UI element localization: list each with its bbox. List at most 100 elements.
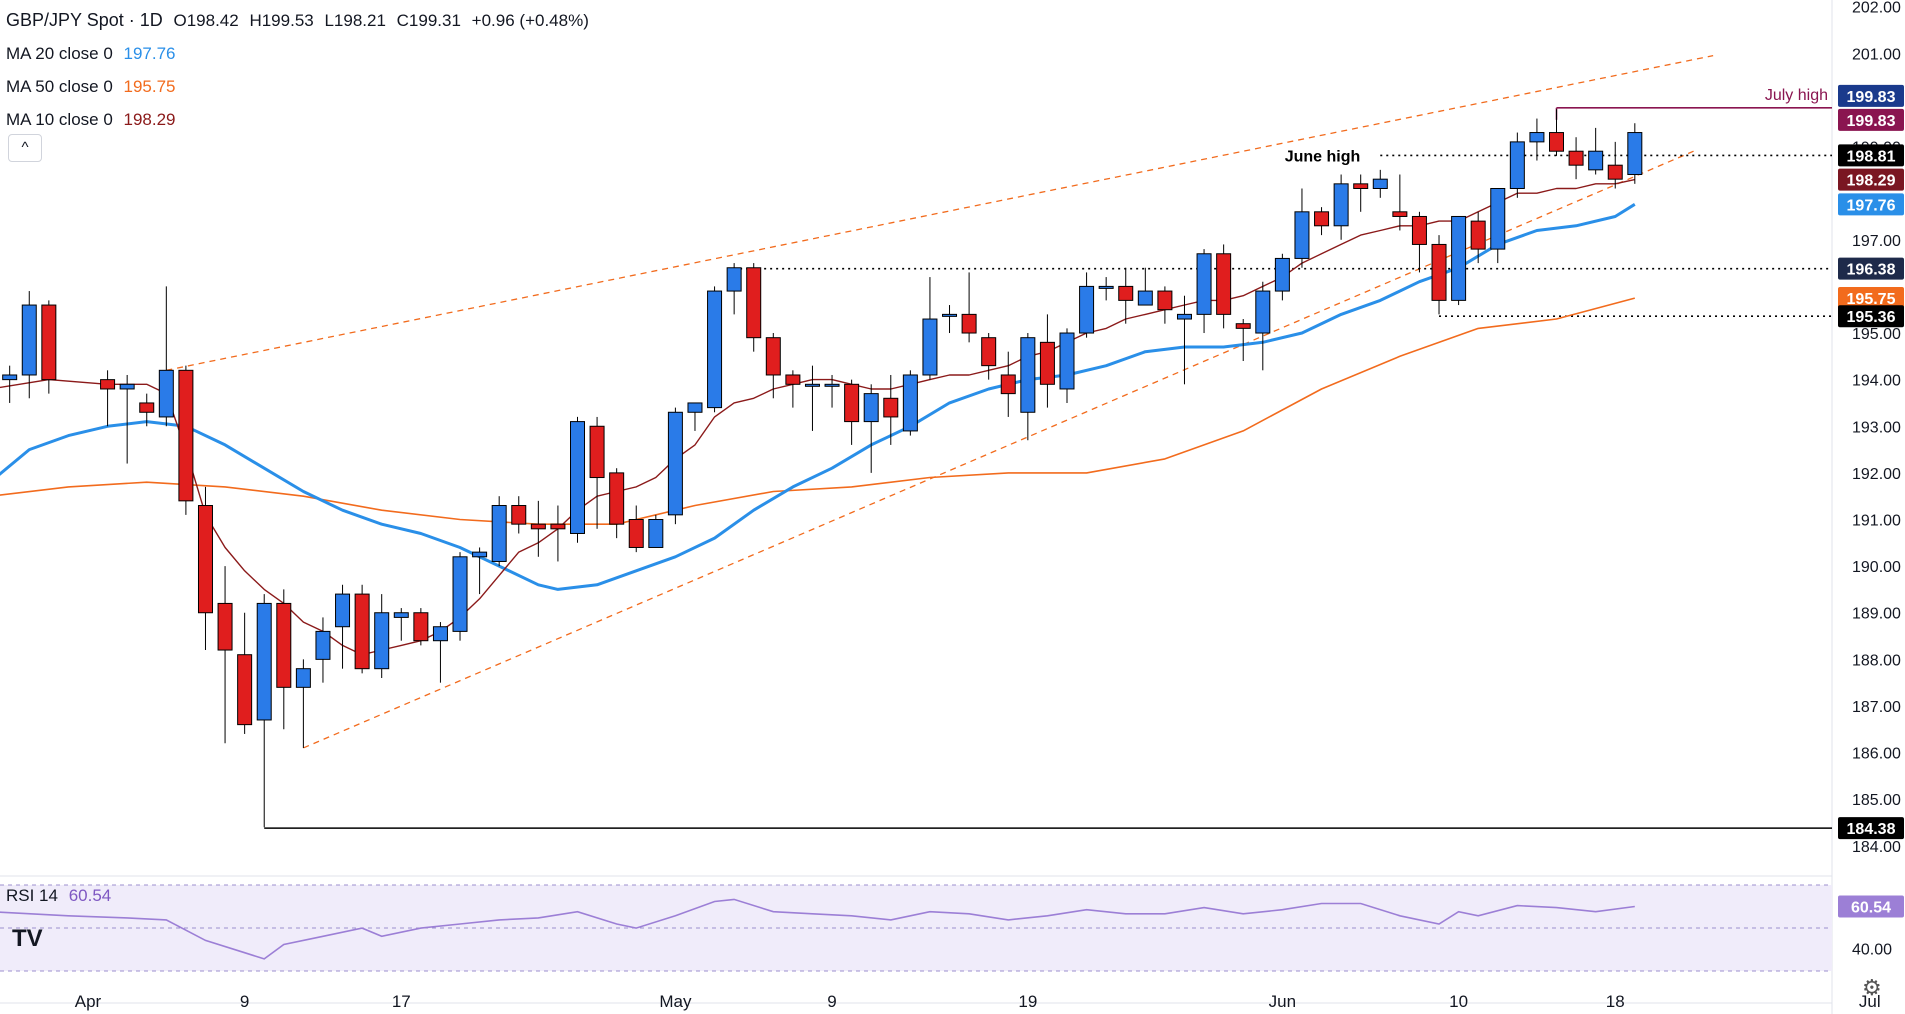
candle-body — [648, 519, 664, 548]
legend-ma20-label: MA 20 close 0 — [6, 44, 113, 63]
candle-body — [491, 505, 507, 562]
x-tick-label: 9 — [240, 992, 249, 1011]
gear-icon: ⚙ — [1862, 975, 1882, 1000]
candle-body — [511, 505, 527, 525]
tradingview-logo[interactable]: TV — [12, 925, 50, 957]
candles-group — [2, 109, 1643, 828]
candle-body — [1137, 290, 1153, 306]
legend-ma10[interactable]: MA 10 close 0 198.29 — [6, 103, 595, 136]
y-tick-label: 185.00 — [1852, 792, 1901, 809]
candle-body — [1568, 150, 1584, 166]
y-tick-label: 194.00 — [1852, 373, 1901, 390]
y-tick-label: 191.00 — [1852, 513, 1901, 530]
axis-marker-label: 197.76 — [1847, 197, 1896, 214]
candle-body — [1549, 132, 1564, 152]
candle-body — [589, 425, 605, 479]
candle-body — [1157, 290, 1173, 311]
axis-marker-199.83 — [1838, 108, 1904, 131]
candle-body — [139, 402, 155, 413]
candle-body — [217, 602, 233, 651]
rsi-line — [0, 898, 1635, 960]
axis-marker-195.75 — [1838, 287, 1904, 310]
candle-body — [667, 411, 683, 516]
candle-body — [726, 267, 742, 292]
candle-body — [1059, 332, 1075, 390]
legend-ma50-value: 195.75 — [123, 77, 176, 96]
candle-body — [472, 551, 488, 558]
axis-marker-label: 198.81 — [1847, 148, 1896, 165]
candle-body — [335, 593, 351, 628]
candle-body — [432, 626, 448, 642]
candle-body — [100, 379, 116, 390]
candle-body — [530, 523, 546, 530]
candle-body — [765, 337, 781, 376]
candle-body — [452, 556, 468, 632]
candle-body — [628, 519, 644, 548]
axis-marker-label: 195.36 — [1847, 309, 1896, 326]
candle-body — [785, 374, 801, 385]
candle-body — [550, 523, 566, 530]
candle-body — [1079, 285, 1095, 334]
settings-gear-icon[interactable]: ⚙ — [1862, 975, 1882, 1001]
y-tick-label: 192.00 — [1852, 466, 1901, 483]
y-tick-label: 202.00 — [1852, 0, 1901, 17]
candle-body — [1314, 211, 1330, 227]
y-tick-label: 186.00 — [1852, 746, 1901, 763]
candle-body — [1431, 243, 1447, 301]
legend-ma50-label: MA 50 close 0 — [6, 77, 113, 96]
axis-marker-label: 199.83 — [1847, 113, 1896, 130]
x-tick-label: Jun — [1269, 992, 1296, 1011]
axis-marker-label: 184.38 — [1847, 821, 1896, 838]
x-tick-label: Apr — [75, 992, 102, 1011]
candle-body — [1490, 187, 1506, 250]
candle-body — [1392, 211, 1408, 217]
candle-body — [1000, 374, 1016, 395]
candle-body — [1255, 290, 1271, 334]
chevron-up-icon: ^ — [21, 139, 29, 156]
candle-body — [824, 383, 840, 387]
rsi-axis-marker — [1838, 895, 1904, 918]
collapse-legend-button[interactable]: ^ — [8, 134, 42, 162]
candle-body — [1039, 341, 1055, 385]
candle-body — [844, 383, 860, 423]
x-tick-label: 10 — [1449, 992, 1468, 1011]
candle-body — [961, 313, 977, 334]
candle-body — [1274, 257, 1290, 292]
legend-ma10-value: 198.29 — [123, 110, 176, 129]
axis-marker-197.76 — [1838, 193, 1904, 216]
annotation-198.81: June high — [1285, 148, 1361, 165]
candle-body — [1333, 183, 1349, 227]
low-value: L198.21 — [324, 11, 386, 30]
rsi-legend[interactable]: RSI 14 60.54 — [6, 886, 111, 906]
candle-body — [883, 397, 899, 418]
y-tick-label: 190.00 — [1852, 559, 1901, 576]
close-value: C199.31 — [396, 11, 461, 30]
candle-body — [746, 267, 762, 339]
candle-body — [354, 593, 370, 670]
candle-body — [609, 472, 625, 525]
candle-body — [687, 402, 703, 413]
candle-body — [413, 612, 429, 642]
candle-body — [1235, 323, 1251, 329]
candle-body — [1627, 132, 1643, 176]
candle-body — [1607, 164, 1623, 180]
candle-body — [119, 383, 135, 390]
tradingview-logo-icon: TV — [12, 925, 43, 952]
y-tick-label: 184.00 — [1852, 839, 1901, 856]
chart-legend: GBP/JPY Spot · 1D O198.42 H199.53 L198.2… — [6, 4, 595, 136]
axis-marker-label: 195.75 — [1847, 291, 1896, 308]
legend-ma50[interactable]: MA 50 close 0 195.75 — [6, 70, 595, 103]
axis-marker-label: 199.83 — [1847, 89, 1896, 106]
y-tick-label: 187.00 — [1852, 699, 1901, 716]
rsi-value: 60.54 — [68, 886, 112, 905]
candle-body — [197, 505, 213, 614]
candle-body — [158, 369, 174, 418]
legend-ma20[interactable]: MA 20 close 0 197.76 — [6, 37, 595, 70]
y-tick-label: 188.00 — [1852, 652, 1901, 669]
candle-body — [1411, 215, 1427, 245]
candle-body — [922, 318, 938, 376]
candle-body — [1118, 285, 1134, 301]
candle-body — [1294, 211, 1310, 259]
rsi-axis-marker-label: 60.54 — [1851, 900, 1891, 917]
